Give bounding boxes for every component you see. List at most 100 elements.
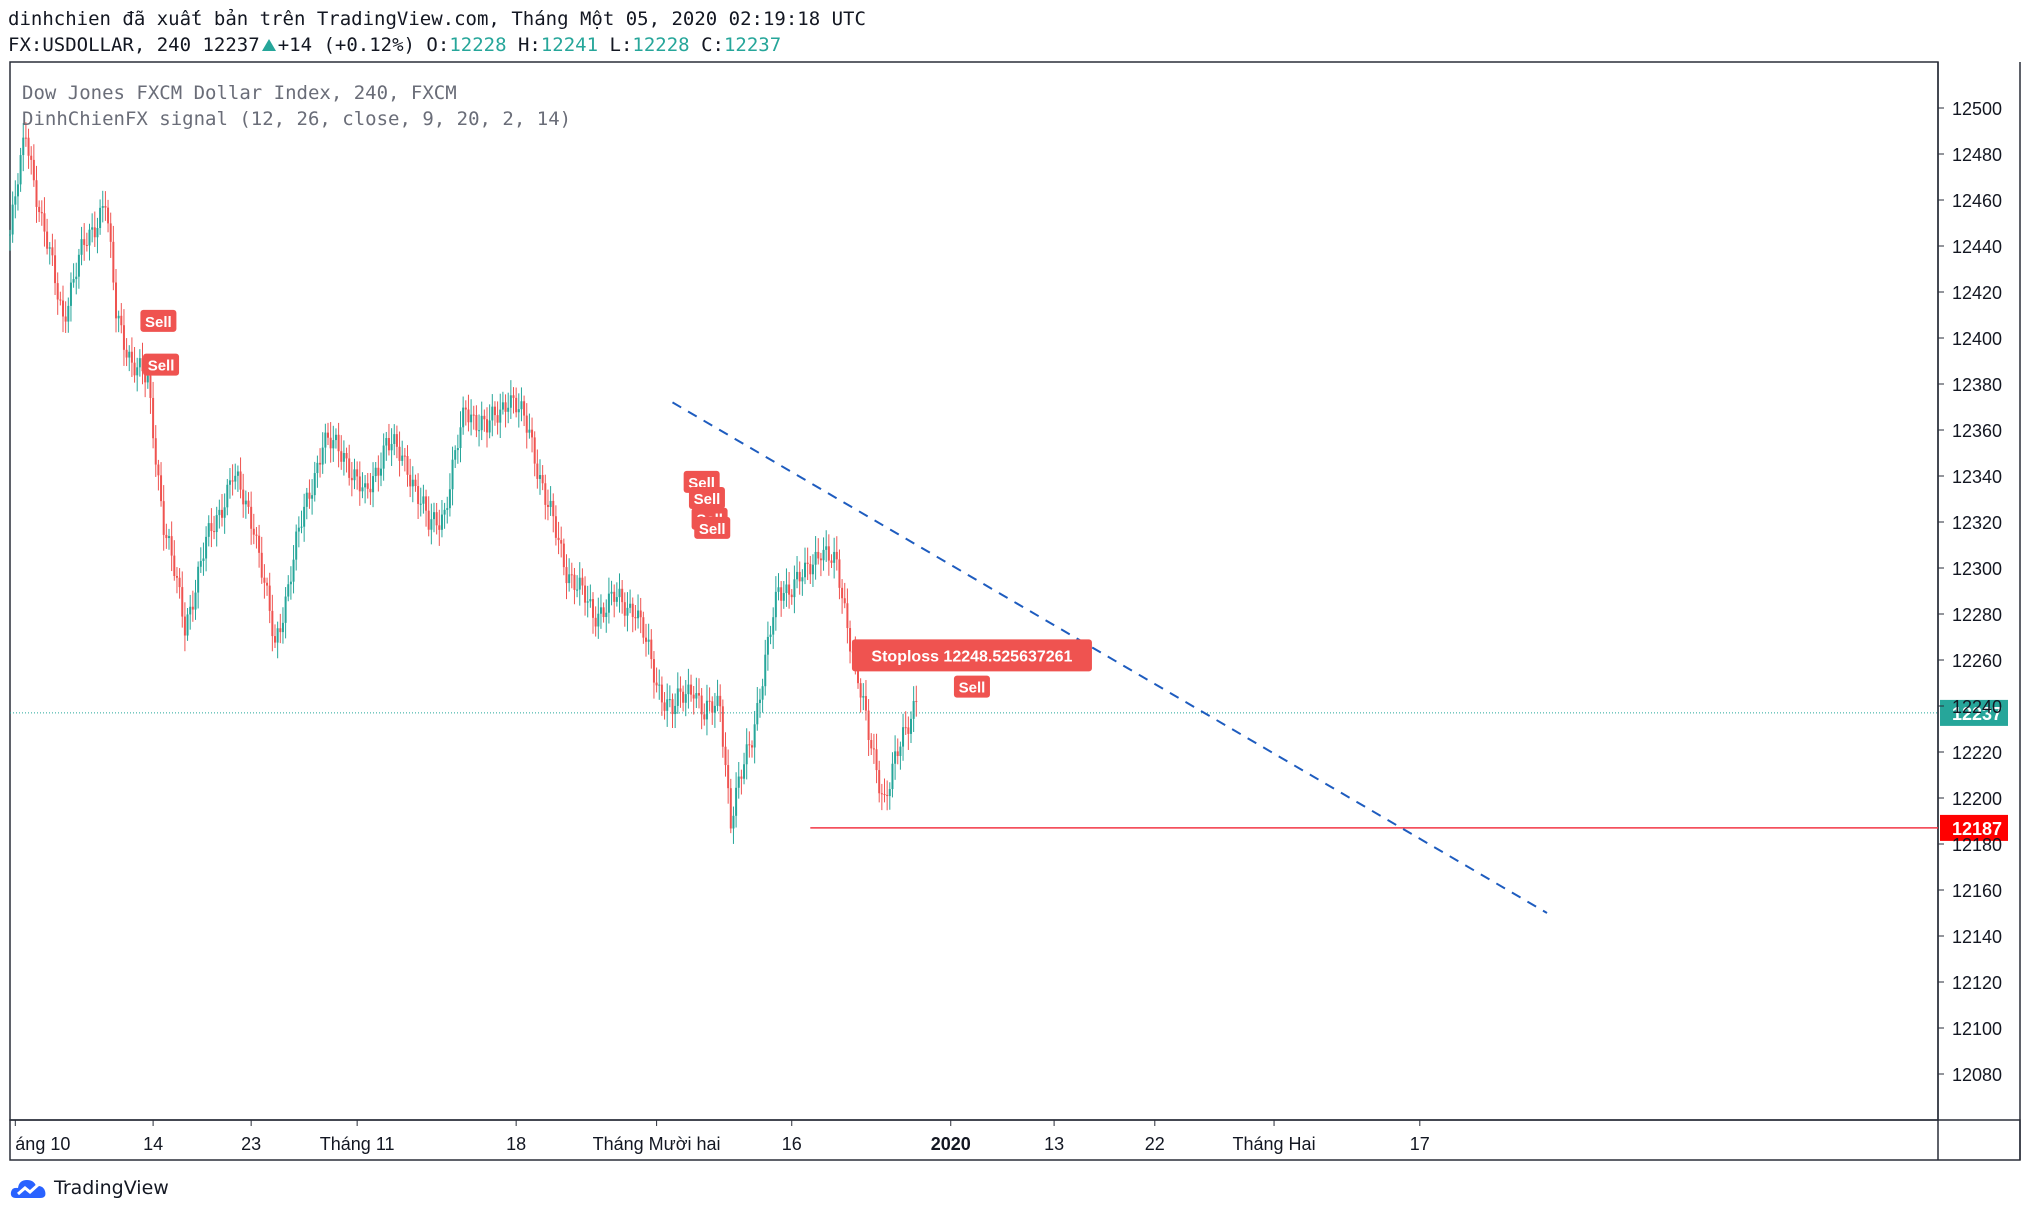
candle-body xyxy=(700,695,703,715)
candle-body xyxy=(766,636,769,655)
candle-body xyxy=(650,639,653,660)
x-tick-label: Tháng 11 xyxy=(320,1134,395,1154)
candle-body xyxy=(727,765,730,789)
price-chart[interactable]: 12187 12237 SellSellSellSellSellSellSell… xyxy=(0,0,2023,1170)
candle-body xyxy=(902,727,905,747)
candle-body xyxy=(496,415,499,423)
candle-body xyxy=(864,696,867,711)
candle-body xyxy=(610,591,613,594)
candle-body xyxy=(348,458,351,478)
candle-body xyxy=(798,571,801,582)
candle-body xyxy=(912,701,915,719)
candle-body xyxy=(811,564,814,575)
candle-body xyxy=(75,276,78,280)
candle-body xyxy=(213,531,216,533)
candle-body xyxy=(483,415,486,420)
candle-body xyxy=(385,438,388,446)
candle-body xyxy=(809,564,812,575)
candle-body xyxy=(321,447,324,465)
candle-body xyxy=(168,536,170,539)
candle-body xyxy=(387,438,390,451)
candle-body xyxy=(896,751,899,756)
candle-body xyxy=(260,552,263,578)
candle-body xyxy=(533,437,536,464)
candle-body xyxy=(409,474,412,487)
candle-body xyxy=(104,206,107,208)
candle-body xyxy=(101,206,104,208)
candle-body xyxy=(77,254,80,277)
candle-body xyxy=(130,351,133,363)
candle-body xyxy=(271,610,274,637)
candle-body xyxy=(175,575,178,578)
candle-body xyxy=(554,516,557,538)
candle-body xyxy=(141,358,144,372)
candle-body xyxy=(160,475,163,502)
ohlc-header: FX:USDOLLAR, 240 12237 +14 (+0.12%) O:122… xyxy=(8,34,781,56)
candle-body xyxy=(56,283,59,300)
candle-body xyxy=(568,574,571,584)
candle-body xyxy=(115,282,117,319)
candle-body xyxy=(507,407,510,412)
candle-body xyxy=(112,241,115,283)
candle-body xyxy=(674,705,677,715)
candle-body xyxy=(724,746,727,766)
candle-body xyxy=(99,207,102,228)
candle-body xyxy=(382,445,385,469)
candle-body xyxy=(456,448,459,451)
candle-body xyxy=(138,358,141,368)
support-level-badge xyxy=(1940,814,2008,841)
candle-body xyxy=(59,299,62,301)
y-tick-label: 12080 xyxy=(1952,1065,2002,1085)
candle-body xyxy=(342,453,345,462)
candle-body xyxy=(96,227,99,238)
candle-body xyxy=(93,227,96,238)
candle-body xyxy=(51,247,54,256)
candle-body xyxy=(880,793,883,795)
candle-body xyxy=(215,515,218,533)
candle-body xyxy=(576,589,579,591)
candle-body xyxy=(292,559,295,582)
sell-signal-label: Sell xyxy=(694,491,721,508)
candle-body xyxy=(886,794,889,797)
candle-body xyxy=(266,582,269,586)
y-tick-label: 12500 xyxy=(1952,99,2002,119)
candle-body xyxy=(737,776,740,788)
candle-body xyxy=(546,504,549,508)
candle-body xyxy=(679,688,682,692)
candle-body xyxy=(891,763,894,790)
candle-body xyxy=(761,686,764,700)
candle-body xyxy=(178,577,181,588)
candle-body xyxy=(758,699,761,704)
candle-body xyxy=(350,477,353,481)
candle-body xyxy=(32,159,35,181)
candle-body xyxy=(279,628,282,633)
candle-body xyxy=(311,495,314,499)
high-value: 12241 xyxy=(540,34,599,56)
candle-body xyxy=(289,581,292,585)
candle-body xyxy=(827,546,830,561)
legend-indicator: DinhChienFX signal (12, 26, close, 9, 20… xyxy=(22,108,572,130)
candle-body xyxy=(334,434,337,441)
candle-body xyxy=(308,492,311,499)
tradingview-logo[interactable]: TradingView xyxy=(10,1176,169,1200)
candle-body xyxy=(480,415,483,431)
candle-body xyxy=(470,414,473,423)
candle-body xyxy=(735,787,738,816)
candle-body xyxy=(372,476,375,493)
candle-body xyxy=(790,594,793,598)
candle-body xyxy=(425,496,428,511)
candle-body xyxy=(440,514,443,530)
y-tick-label: 12140 xyxy=(1952,927,2002,947)
candle-body xyxy=(732,815,735,829)
candle-body xyxy=(904,727,907,729)
candle-body xyxy=(539,475,541,479)
candle-body xyxy=(303,506,306,527)
candle-body xyxy=(9,234,11,236)
candle-body xyxy=(573,574,576,590)
candle-body xyxy=(592,599,594,618)
sell-signal-badge xyxy=(688,487,725,509)
y-tick-label: 12240 xyxy=(1952,697,2002,717)
sell-signal-label: Sell xyxy=(699,521,726,538)
candle-body xyxy=(417,486,420,504)
sell-signal: Sell xyxy=(140,309,177,332)
